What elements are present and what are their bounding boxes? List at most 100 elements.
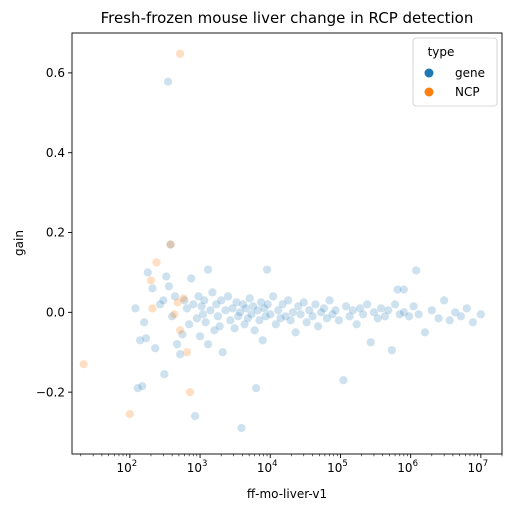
data-point <box>133 383 143 393</box>
x-tick-label: 106 <box>397 459 418 475</box>
data-point <box>205 305 215 315</box>
data-point <box>197 301 206 311</box>
data-point <box>173 297 183 307</box>
y-tick-label: 0.4 <box>46 146 65 160</box>
data-point <box>178 293 188 303</box>
data-point <box>411 265 421 275</box>
data-point <box>376 303 386 313</box>
data-point <box>185 387 195 397</box>
data-point <box>450 307 460 317</box>
data-point <box>456 311 466 321</box>
data-point <box>180 295 189 305</box>
data-point <box>265 309 275 319</box>
x-tick-label: 105 <box>327 459 348 475</box>
data-point <box>166 240 176 249</box>
legend: type gene NCP <box>412 37 498 107</box>
x-axis: 102 103 104 105 106 107 <box>80 454 503 475</box>
data-point <box>278 299 288 309</box>
legend-frame <box>412 37 498 107</box>
data-point <box>211 299 221 309</box>
plot-frame <box>71 32 503 455</box>
data-point <box>166 240 176 249</box>
data-point <box>148 303 157 313</box>
data-point <box>286 315 296 325</box>
legend-title: type <box>428 45 455 59</box>
data-point <box>420 327 430 337</box>
data-point <box>253 305 263 315</box>
data-point <box>310 299 320 309</box>
data-point <box>283 295 293 305</box>
data-point <box>427 305 437 315</box>
data-point <box>240 319 249 329</box>
data-point <box>414 309 424 319</box>
data-point <box>445 315 455 325</box>
data-point <box>177 329 187 339</box>
data-point <box>207 287 217 297</box>
data-point <box>175 325 185 335</box>
data-point <box>139 317 149 327</box>
data-point <box>271 319 281 329</box>
data-point <box>201 317 211 327</box>
x-tick-label: 102 <box>116 459 137 475</box>
data-point <box>362 299 372 309</box>
data-point <box>135 335 145 345</box>
data-point <box>225 315 235 325</box>
data-point <box>268 291 278 301</box>
data-point <box>237 423 246 433</box>
data-point <box>369 307 379 317</box>
data-point <box>203 265 213 275</box>
x-axis-label: ff-mo-liver-v1 <box>247 487 327 501</box>
data-point <box>439 295 449 305</box>
y-tick-label: 0.0 <box>46 306 65 320</box>
data-point <box>299 297 309 307</box>
data-point <box>296 309 305 319</box>
data-point <box>383 305 393 315</box>
data-point <box>195 331 205 341</box>
data-point <box>281 311 290 321</box>
data-point <box>175 49 185 59</box>
data-point <box>190 411 200 421</box>
legend-label-ncp: NCP <box>455 85 480 99</box>
series-ncp <box>79 49 195 419</box>
data-point <box>251 383 261 393</box>
data-point <box>175 349 185 359</box>
data-point <box>232 297 241 307</box>
data-point <box>215 321 225 331</box>
data-point <box>243 313 253 323</box>
data-point <box>170 291 180 301</box>
data-point <box>358 309 368 319</box>
data-point <box>302 317 312 327</box>
data-point <box>316 307 326 317</box>
data-point <box>338 375 348 385</box>
data-point <box>345 311 355 321</box>
data-point <box>182 303 192 313</box>
data-point <box>404 311 414 321</box>
data-point <box>235 307 245 317</box>
data-point <box>155 299 165 309</box>
data-point <box>223 291 233 301</box>
data-point <box>393 285 402 295</box>
data-point <box>276 313 285 323</box>
legend-marker-ncp <box>424 87 434 97</box>
data-point <box>322 313 332 323</box>
data-point <box>390 299 400 309</box>
data-point <box>209 325 219 335</box>
data-point <box>254 315 264 325</box>
data-point <box>409 301 419 311</box>
data-point <box>476 309 486 319</box>
data-point <box>141 333 151 343</box>
data-point <box>247 309 256 319</box>
data-point <box>348 305 358 315</box>
data-point <box>194 291 203 301</box>
data-point <box>352 319 362 329</box>
data-point <box>304 305 314 315</box>
data-point <box>399 307 409 317</box>
data-point <box>152 258 161 267</box>
y-tick-label: 0.2 <box>46 226 65 240</box>
data-point <box>150 343 160 353</box>
data-point <box>228 303 237 313</box>
data-point <box>319 303 329 313</box>
data-point <box>462 303 472 313</box>
data-point <box>161 271 171 281</box>
data-point <box>182 347 192 357</box>
